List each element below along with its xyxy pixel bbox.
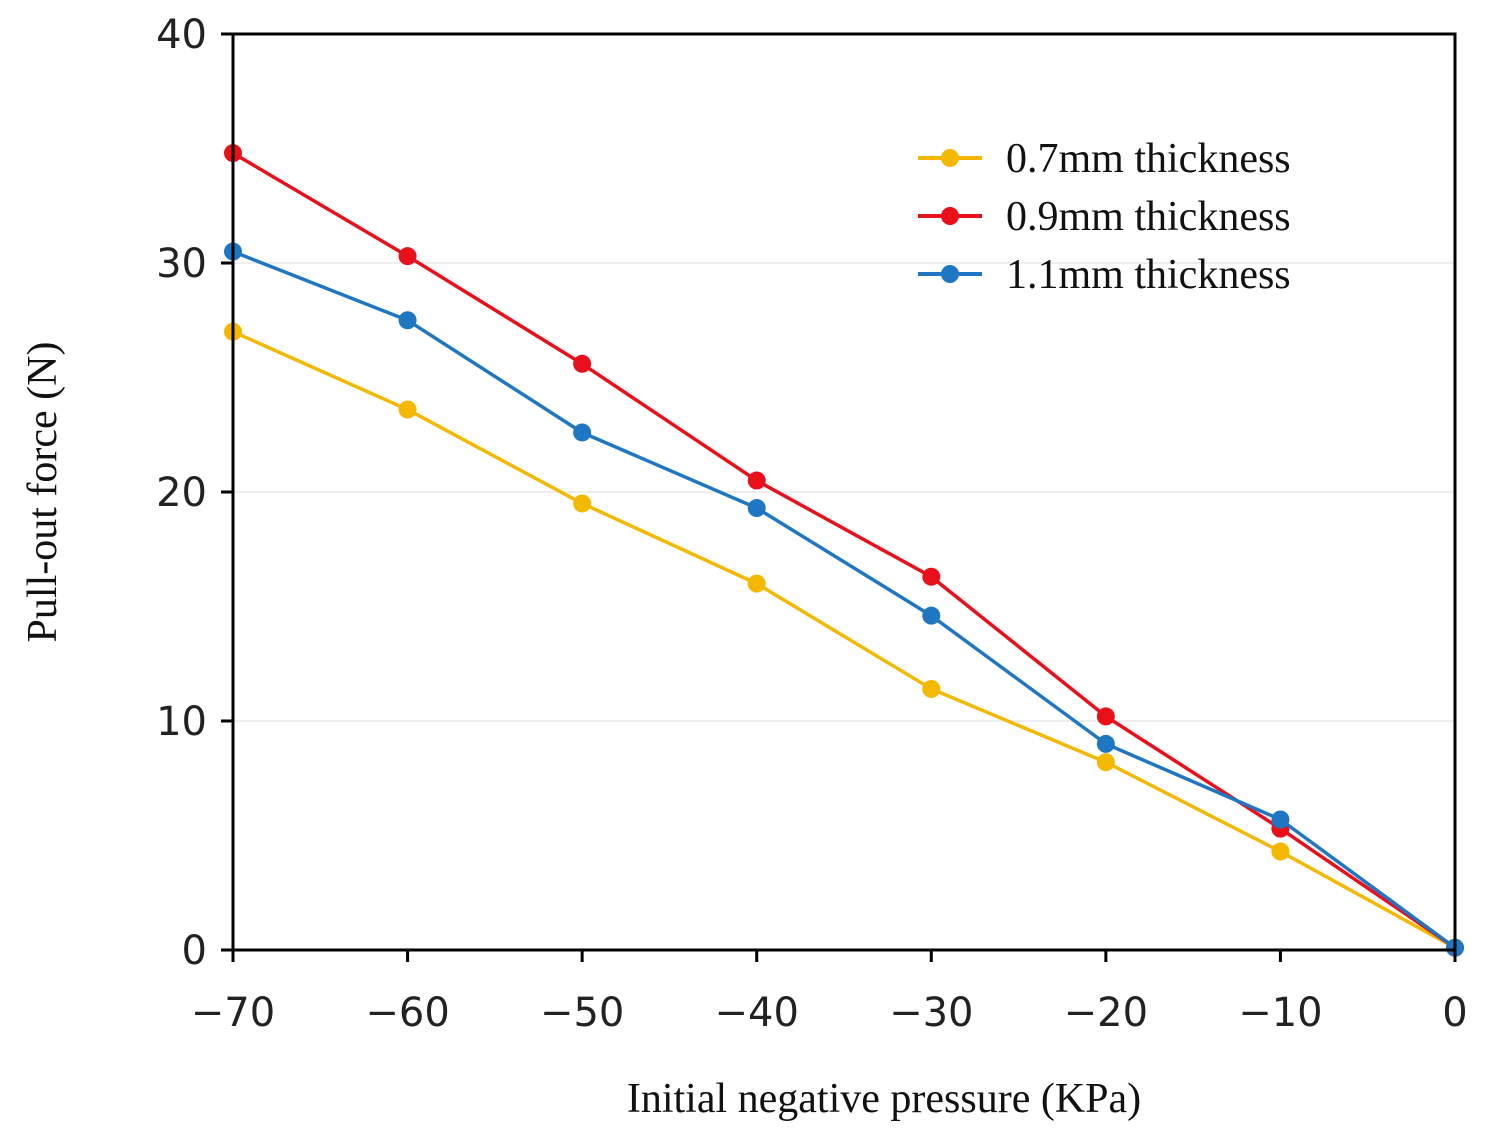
legend-item: 0.7mm thickness [918,136,1291,182]
x-tick-label: −70 [191,990,275,1036]
data-point [1271,810,1290,829]
data-point [398,311,417,330]
data-point [573,423,592,442]
data-point [922,679,941,698]
y-tick-label: 30 [156,241,207,287]
x-tick-label: 0 [1442,990,1467,1036]
legend-item: 0.9mm thickness [918,194,1291,240]
y-axis-title: Pull-out force (N) [20,342,66,643]
x-tick-label: −10 [1238,990,1322,1036]
data-point [747,574,766,593]
data-point [747,499,766,518]
x-tick-label: −50 [540,990,624,1036]
axis-ticks: 0 10 20 30 40 −70 −60 −50 −40 −30 −20 −10 0 [156,12,1468,1036]
legend-marker [941,265,959,283]
legend-item: 1.1mm thickness [918,252,1291,298]
data-point [1096,707,1115,726]
data-point [1096,734,1115,753]
data-point [1271,842,1290,861]
legend-marker [941,207,959,225]
legend-label: 0.7mm thickness [1006,136,1291,182]
legend: 0.7mm thickness 0.9mm thickness 1.1mm thic… [918,136,1291,298]
data-point [573,494,592,513]
x-tick-label: −20 [1064,990,1148,1036]
data-point [922,606,941,625]
series-line [232,330,1456,950]
data-point [747,471,766,490]
y-tick-label: 20 [156,470,207,516]
data-point [398,247,417,266]
legend-label: 0.9mm thickness [1006,194,1291,240]
x-axis-title: Initial negative pressure (KPa) [627,1076,1141,1122]
series-0 [224,322,1464,957]
data-point [1096,753,1115,772]
legend-label: 1.1mm thickness [1006,252,1291,298]
data-point [573,354,592,373]
y-tick-label: 10 [156,699,207,745]
x-tick-label: −40 [715,990,799,1036]
x-tick-label: −30 [889,990,973,1036]
y-tick-label: 40 [156,12,207,58]
data-point [398,400,417,419]
series-2 [224,242,1464,957]
y-tick-label: 0 [182,928,207,974]
series-line [232,151,1456,950]
grid [233,262,1455,722]
plot-area [224,144,1464,957]
data-point [922,567,941,586]
legend-marker [941,149,959,167]
series-line [232,249,1457,950]
x-tick-label: −60 [365,990,449,1036]
